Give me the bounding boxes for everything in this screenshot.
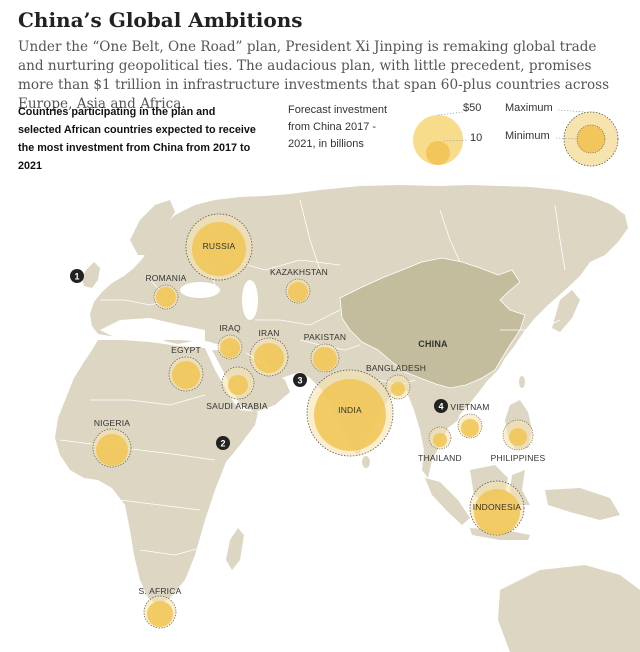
marker-3-label: 3 bbox=[297, 376, 302, 386]
sri-lanka-land bbox=[362, 456, 370, 468]
bubble-nigeria bbox=[92, 428, 132, 468]
legend-small-value: 10 bbox=[470, 132, 483, 144]
legend-minimum-leader bbox=[555, 137, 578, 140]
bubble-egypt bbox=[168, 356, 204, 392]
label-thailand: THAILAND bbox=[418, 453, 462, 463]
marker-4-label: 4 bbox=[438, 402, 443, 412]
map-subhead: Countries participating in the plan and … bbox=[18, 106, 256, 172]
bubble-bangladesh bbox=[385, 374, 411, 400]
bubble-philippines bbox=[502, 419, 534, 451]
marker-1-label: 1 bbox=[74, 272, 79, 282]
label-indonesia: INDONESIA bbox=[473, 502, 522, 512]
country-borders bbox=[59, 199, 566, 556]
world-map: RUSSIA ROMANIA KAZAKHSTAN IRAQ IRAN PAKI… bbox=[55, 185, 640, 652]
label-iraq: IRAQ bbox=[219, 323, 241, 333]
bubble-saudi-arabia bbox=[221, 366, 255, 400]
bubble-kazakhstan bbox=[285, 278, 311, 304]
marker-4: 4 bbox=[434, 399, 448, 413]
legend-maximum-leader bbox=[557, 109, 586, 113]
label-bangladesh: BANGLADESH bbox=[366, 363, 426, 373]
scandinavia-land bbox=[130, 200, 175, 255]
legend-graphics bbox=[413, 109, 619, 167]
marker-2: 2 bbox=[216, 436, 230, 450]
sumatra-land bbox=[425, 478, 470, 525]
label-philippines: PHILIPPINES bbox=[491, 453, 546, 463]
legend-large-value: $50 bbox=[463, 102, 482, 114]
legend-forecast-label: Forecast investment from China 2017 - 20… bbox=[288, 104, 388, 150]
label-kazakhstan: KAZAKHSTAN bbox=[270, 267, 328, 277]
label-vietnam: VIETNAM bbox=[450, 402, 489, 412]
page-title: China’s Global Ambitions bbox=[18, 8, 303, 32]
marker-1: 1 bbox=[70, 269, 84, 283]
legend-leader-large bbox=[437, 111, 464, 116]
label-nigeria: NIGERIA bbox=[94, 418, 130, 428]
bubble-iran bbox=[249, 337, 289, 377]
australia-land bbox=[498, 565, 640, 652]
label-china: CHINA bbox=[418, 339, 448, 349]
bubble-indonesia bbox=[469, 480, 525, 536]
legend-minimum: Minimum bbox=[505, 130, 550, 142]
label-south-africa: S. AFRICA bbox=[139, 586, 182, 596]
label-saudi-arabia: SAUDI ARABIA bbox=[206, 401, 268, 411]
label-iran: IRAN bbox=[258, 328, 279, 338]
caspian-sea bbox=[242, 280, 258, 320]
africa-land bbox=[55, 340, 258, 605]
legend-maximum: Maximum bbox=[505, 102, 553, 114]
marker-3: 3 bbox=[293, 373, 307, 387]
bubble-russia bbox=[185, 213, 253, 281]
label-russia: RUSSIA bbox=[203, 241, 236, 251]
legend-leader-small bbox=[443, 139, 469, 142]
bubble-south-africa bbox=[143, 595, 177, 629]
intro-text: Under the “One Belt, One Road” plan, Pre… bbox=[18, 39, 610, 112]
japan-land bbox=[552, 290, 580, 332]
black-sea bbox=[180, 282, 220, 298]
bubble-pakistan bbox=[310, 343, 340, 373]
bubble-india bbox=[306, 369, 394, 457]
bubble-vietnam bbox=[457, 413, 483, 439]
mediterranean-sea bbox=[100, 318, 205, 342]
new-guinea-land bbox=[545, 488, 620, 520]
marker-2-label: 2 bbox=[220, 439, 225, 449]
bubble-romania bbox=[153, 284, 179, 310]
label-india: INDIA bbox=[338, 405, 362, 415]
madagascar-land bbox=[226, 528, 244, 570]
legend-minimum-ring bbox=[576, 124, 606, 154]
label-romania: ROMANIA bbox=[145, 273, 186, 283]
label-pakistan: PAKISTAN bbox=[304, 332, 346, 342]
taiwan-land bbox=[519, 376, 525, 388]
country-labels: RUSSIA ROMANIA KAZAKHSTAN IRAQ IRAN PAKI… bbox=[94, 241, 546, 596]
legend-small-bubble bbox=[426, 141, 450, 165]
legend-large-bubble bbox=[413, 115, 463, 165]
investment-bubbles bbox=[92, 213, 534, 629]
numbered-markers: 1 2 3 4 bbox=[70, 269, 448, 450]
bubble-thailand bbox=[428, 426, 452, 450]
bubble-iraq bbox=[217, 334, 243, 360]
uk-land bbox=[82, 262, 100, 288]
label-egypt: EGYPT bbox=[171, 345, 201, 355]
